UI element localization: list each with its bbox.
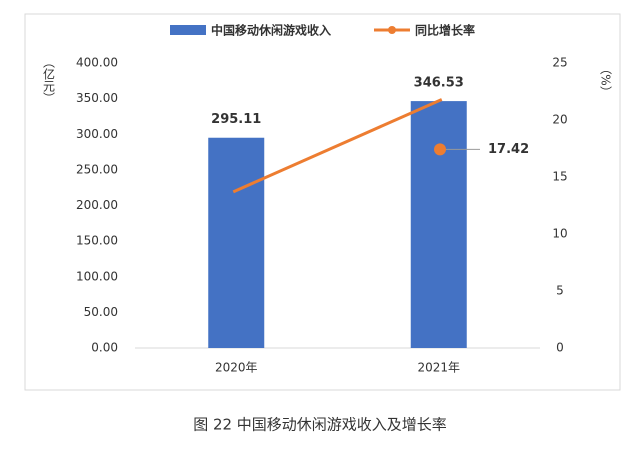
legend-swatch — [170, 25, 206, 35]
legend-label: 中国移动休闲游戏收入 — [211, 23, 331, 38]
y-tick-label: 250.00 — [76, 162, 118, 176]
y-axis-title: （亿元） — [42, 56, 56, 104]
y-tick-label: 200.00 — [76, 198, 118, 212]
bar — [208, 137, 265, 348]
bar — [410, 101, 467, 348]
line — [232, 98, 443, 194]
y-tick-label: 50.00 — [84, 305, 118, 319]
y-tick-label: 0.00 — [91, 341, 118, 355]
y2-tick-label: 20 — [552, 113, 567, 127]
legend-swatch — [388, 26, 396, 34]
x-tick-label: 2020年 — [215, 361, 258, 375]
point — [434, 143, 446, 156]
legend-label: 同比增长率 — [415, 23, 475, 38]
y2-tick-label: 15 — [552, 170, 567, 184]
y-tick-label: 400.00 — [76, 56, 118, 70]
y-tick-label: 300.00 — [76, 127, 118, 141]
y2-tick-label: 10 — [552, 227, 567, 241]
caption: 图 22 中国移动休闲游戏收入及增长率 — [193, 416, 447, 434]
y-tick-label: 350.00 — [76, 91, 118, 105]
data-label: 295.11 — [211, 112, 261, 127]
point-label: 17.42 — [488, 142, 529, 157]
y2-tick-label: 0 — [556, 341, 564, 355]
chart-frame — [24, 13, 621, 391]
data-label: 346.53 — [414, 76, 464, 91]
y-tick-label: 150.00 — [76, 234, 118, 248]
y-tick-label: 100.00 — [76, 269, 118, 283]
y2-axis-title: （%） — [599, 62, 613, 97]
y2-tick-label: 5 — [556, 284, 564, 298]
y2-tick-label: 25 — [552, 56, 567, 70]
x-tick-label: 2021年 — [417, 361, 460, 375]
